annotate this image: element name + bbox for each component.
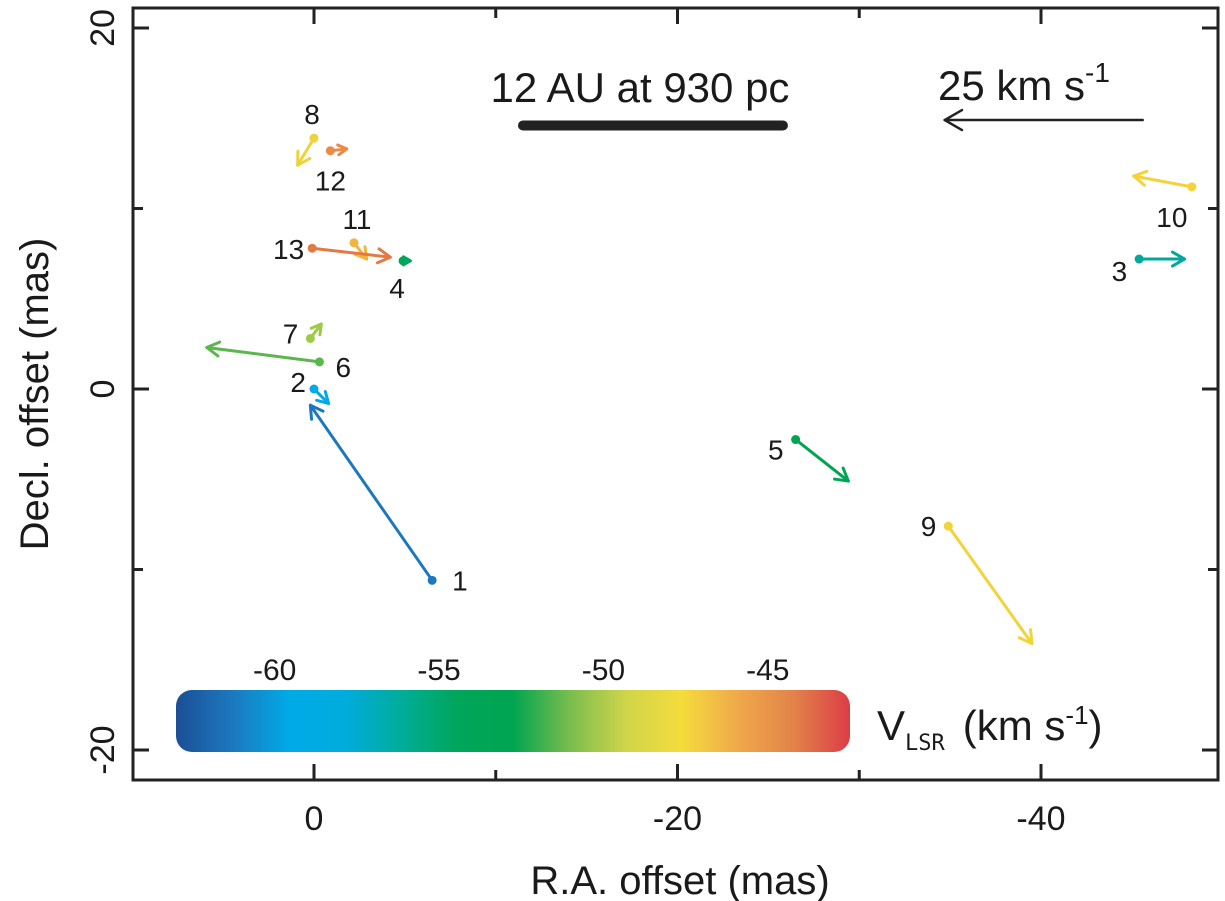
feature-label: 3 — [1112, 256, 1128, 287]
maser-feature: 7 — [283, 318, 323, 349]
motion-vector — [296, 136, 316, 167]
maser-feature: 10 — [1132, 169, 1197, 233]
colorbar-strip — [176, 690, 850, 752]
colorbar-tick-label: -60 — [253, 654, 296, 687]
motion-vector-head — [1132, 169, 1149, 187]
maser-feature: 13 — [273, 234, 392, 265]
motion-vector-head — [832, 466, 850, 483]
maser-feature: 5 — [768, 435, 850, 483]
y-tick-label: 0 — [84, 380, 122, 399]
maser-feature: 6 — [205, 340, 351, 383]
axis-tick-labels: 0 -20 -40 20 0 -20 — [84, 9, 1066, 838]
velocity-key-head — [943, 108, 964, 132]
feature-point — [314, 357, 324, 367]
feature-label: 5 — [768, 435, 784, 466]
colorbar — [176, 690, 850, 752]
feature-point — [349, 238, 359, 248]
x-tick-label: -40 — [1016, 800, 1065, 838]
y-axis-label: Decl. offset (mas) — [13, 238, 57, 551]
feature-point — [305, 333, 315, 343]
motion-vector-head — [353, 245, 369, 261]
feature-point — [427, 575, 437, 585]
feature-label: 9 — [921, 511, 937, 542]
motion-vector-shaft — [1132, 174, 1194, 189]
colorbar-tick-labels: -60 -55 -50 -45 — [253, 654, 790, 687]
feature-label: 6 — [335, 352, 351, 383]
colorbar-tick-label: -45 — [746, 654, 789, 687]
velocity-key-label: 25 km s-1 — [938, 57, 1110, 109]
plot-frame — [131, 6, 1220, 782]
maser-feature: 4 — [389, 255, 412, 304]
motion-vector — [946, 524, 1034, 646]
motion-vector — [205, 340, 321, 364]
feature-point — [309, 133, 319, 143]
motion-vector-head — [375, 247, 392, 265]
feature-label: 7 — [283, 318, 299, 349]
motion-vector-shaft — [296, 136, 316, 167]
maser-feature: 12 — [315, 143, 349, 197]
feature-point — [1134, 254, 1144, 264]
motion-vector-head — [309, 322, 323, 337]
motion-vector-shaft — [794, 438, 850, 483]
feature-label: 10 — [1156, 202, 1187, 233]
feature-label: 4 — [389, 273, 405, 304]
motion-vector-head — [315, 390, 331, 405]
feature-label: 1 — [452, 565, 468, 596]
motion-vector — [310, 246, 392, 265]
maser-feature: 1 — [308, 403, 468, 596]
velocity-key — [943, 108, 1145, 132]
velocity-key-arrow — [943, 108, 1145, 132]
feature-point — [943, 521, 953, 531]
x-tick-label: 0 — [305, 800, 324, 838]
scale-bar-label: 12 AU at 930 pc — [491, 64, 790, 111]
colorbar-tick-label: -55 — [417, 654, 460, 687]
maser-feature: 3 — [1112, 250, 1187, 287]
colorbar-tick-label: -50 — [582, 654, 625, 687]
feature-point — [325, 146, 335, 156]
x-tick-label: -20 — [653, 800, 702, 838]
maser-feature: 11 — [342, 204, 372, 261]
motion-vector — [1137, 250, 1187, 268]
axis-ticks — [133, 8, 1218, 780]
motion-vector-head — [1170, 250, 1187, 268]
feature-point — [1187, 182, 1197, 192]
motion-vector — [1132, 169, 1194, 189]
feature-label: 13 — [273, 234, 304, 265]
motion-vector-shaft — [310, 246, 392, 259]
feature-label: 8 — [304, 99, 320, 130]
motion-vector-head — [205, 340, 222, 358]
motion-vector-shaft — [205, 345, 321, 364]
feature-point — [307, 243, 317, 253]
x-axis-label: R.A. offset (mas) — [530, 859, 829, 901]
y-tick-label: -20 — [84, 725, 122, 774]
feature-label: 2 — [290, 367, 306, 398]
motion-vector-shaft — [946, 524, 1034, 646]
motion-vector — [794, 438, 850, 483]
motion-vector-head — [296, 149, 312, 167]
motion-vector — [308, 403, 434, 582]
motion-vector-head — [336, 143, 349, 157]
feature-label: 12 — [315, 166, 346, 197]
feature-point — [398, 256, 408, 266]
motion-vector-shaft — [308, 403, 434, 582]
colorbar-label: VLSR (km s-1) — [877, 700, 1103, 756]
maser-feature: 2 — [290, 367, 331, 405]
motion-vector-head — [1017, 628, 1034, 646]
y-tick-label: 20 — [84, 9, 122, 47]
feature-point — [791, 435, 801, 445]
feature-point — [309, 384, 319, 394]
maser-feature: 8 — [296, 99, 320, 167]
maser-feature: 9 — [921, 511, 1034, 646]
feature-label: 11 — [342, 204, 371, 235]
motion-vector-head — [308, 403, 325, 421]
